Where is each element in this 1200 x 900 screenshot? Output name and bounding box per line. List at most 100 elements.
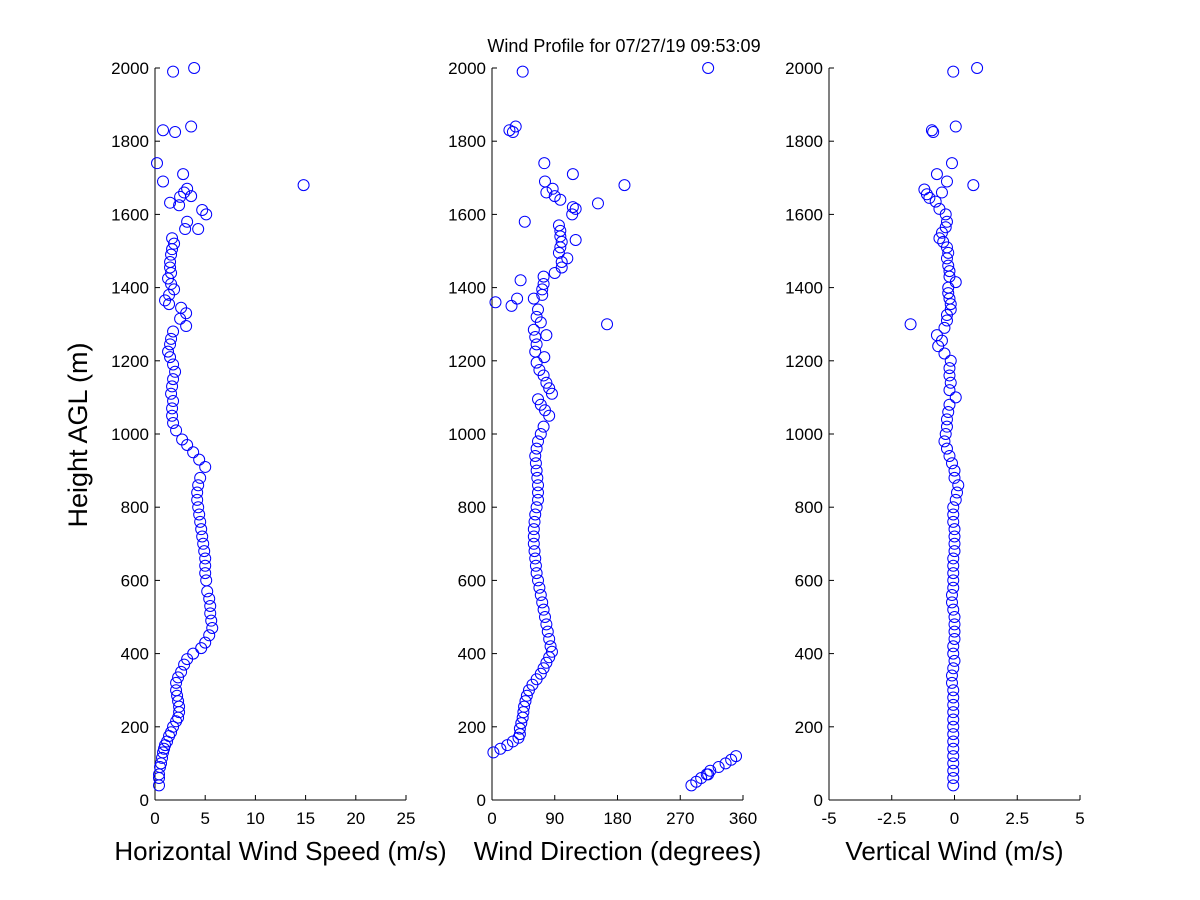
y-tick-label: 1200 [448, 352, 486, 371]
data-point [537, 277, 550, 290]
data-point [937, 235, 950, 248]
data-point [533, 581, 546, 594]
data-point [951, 486, 964, 499]
data-point [167, 65, 180, 78]
data-point [947, 742, 960, 755]
data-point [530, 338, 543, 351]
data-point [203, 592, 216, 605]
data-point [518, 215, 531, 228]
data-point [199, 559, 212, 572]
data-point [200, 574, 213, 587]
data-point [949, 493, 962, 506]
data-point [947, 772, 960, 785]
data-point [180, 320, 193, 333]
data-point [949, 276, 962, 289]
data-point [206, 621, 219, 634]
data-point [193, 453, 206, 466]
data-point [561, 252, 574, 265]
data-point [191, 486, 204, 499]
data-point [929, 195, 942, 208]
data-point [939, 221, 952, 234]
subplot-1: 0 200 400 600 800 1000 1200 1400 1600 1800 2000 0 5 1… [111, 59, 447, 866]
data-point [569, 234, 582, 247]
data-point [947, 581, 960, 594]
data-point [530, 567, 543, 580]
data-point [167, 325, 180, 338]
data-point [166, 409, 179, 422]
data-point [945, 596, 958, 609]
data-point [520, 689, 533, 702]
data-point [685, 779, 698, 792]
data-point [947, 662, 960, 675]
data-point [516, 65, 529, 78]
data-point [165, 387, 178, 400]
data-point [514, 274, 527, 287]
data-point [945, 457, 958, 470]
data-point [938, 321, 951, 334]
data-point [170, 684, 183, 697]
data-point [529, 449, 542, 462]
data-point [167, 720, 180, 733]
data-point [947, 574, 960, 587]
data-point [167, 417, 180, 430]
data-point [200, 208, 213, 221]
data-point [933, 232, 946, 245]
data-point [505, 299, 518, 312]
data-point [545, 645, 558, 658]
data-point [540, 656, 553, 669]
data-point [601, 318, 614, 331]
data-point [297, 179, 310, 192]
data-point [166, 380, 179, 393]
data-point [165, 332, 178, 345]
data-point [176, 433, 189, 446]
data-point [170, 424, 183, 437]
data-point [528, 515, 541, 528]
y-tick-label: 1200 [785, 352, 823, 371]
y-tick-label: 2000 [785, 59, 823, 78]
x-tick-label: 20 [346, 809, 365, 828]
data-point [940, 215, 953, 228]
data-point [943, 449, 956, 462]
data-point [534, 428, 547, 440]
x-axis-label: Vertical Wind (m/s) [845, 836, 1063, 866]
data-point [939, 208, 952, 221]
data-point [529, 457, 542, 470]
data-point [712, 761, 725, 774]
data-point [943, 265, 956, 278]
data-point [541, 625, 554, 638]
data-point [199, 552, 212, 565]
data-point [940, 420, 953, 433]
data-point [947, 552, 960, 565]
y-tick-label: 800 [121, 498, 149, 517]
data-point [948, 530, 961, 543]
chart-title: Wind Profile for 07/27/19 09:53:09 [487, 36, 760, 56]
data-point [187, 446, 200, 459]
data-point [151, 157, 164, 170]
data-point [702, 768, 715, 781]
data-point [195, 523, 208, 536]
data-point [948, 471, 961, 484]
data-point [156, 751, 169, 764]
data-point [532, 393, 545, 406]
data-point [179, 223, 192, 236]
x-axis-label: Horizontal Wind Speed (m/s) [114, 836, 446, 866]
data-point [948, 632, 961, 645]
data-point [511, 292, 524, 305]
data-point [163, 298, 176, 311]
x-tick-label: 15 [296, 809, 315, 828]
x-tick-label: 10 [246, 809, 265, 828]
data-point [530, 464, 543, 477]
data-point [171, 689, 184, 702]
data-point [533, 363, 546, 376]
data-point [487, 746, 500, 759]
data-point [532, 435, 545, 448]
data-point [530, 310, 543, 323]
y-tick-label: 400 [795, 645, 823, 664]
data-point [530, 356, 543, 369]
data-point [930, 168, 943, 181]
y-tick-label: 1600 [785, 205, 823, 224]
y-tick-label: 2000 [111, 59, 149, 78]
data-point [489, 296, 502, 309]
